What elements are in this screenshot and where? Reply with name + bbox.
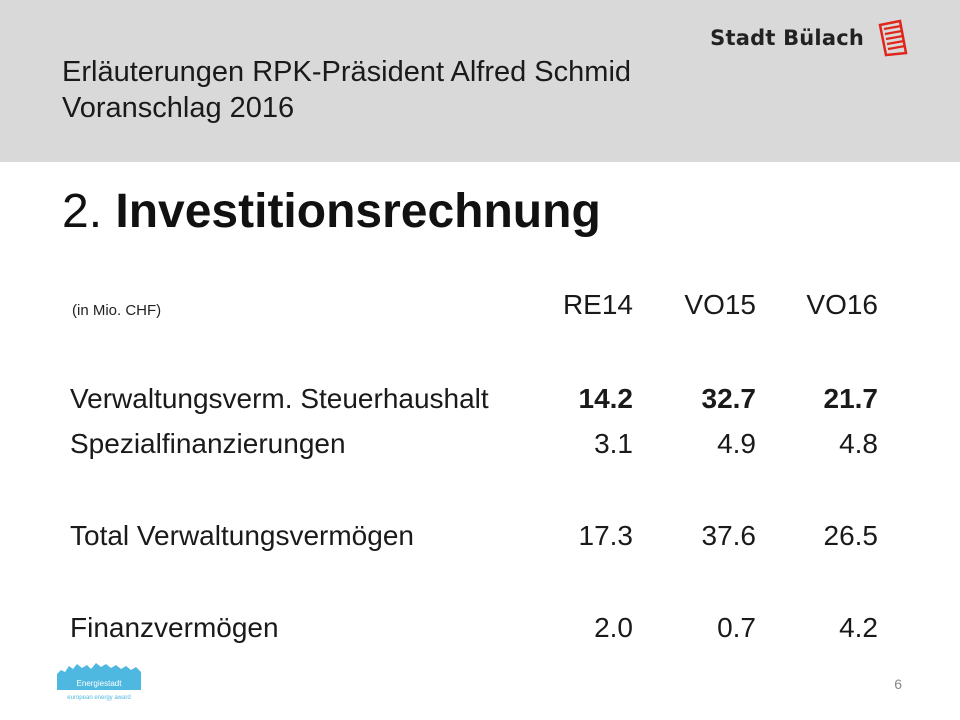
logo-subtext: european energy award xyxy=(67,695,130,701)
slide-title-number: 2. xyxy=(62,185,103,238)
cell-spezialfinanzierungen-re14: 3.1 xyxy=(594,428,633,459)
header-band xyxy=(0,0,960,162)
row-label-finanzvermoegen: Finanzvermögen xyxy=(70,612,279,643)
row-label-spezialfinanzierungen: Spezialfinanzierungen xyxy=(70,428,346,459)
header-title-line2: Voranschlag 2016 xyxy=(62,92,295,124)
cell-spezialfinanzierungen-vo16: 4.8 xyxy=(839,428,878,459)
row-label-total-verwaltungsvermoegen: Total Verwaltungsvermögen xyxy=(70,520,414,551)
cell-steuerhaushalt-re14: 14.2 xyxy=(578,383,634,414)
cell-spezialfinanzierungen-vo15: 4.9 xyxy=(717,428,756,459)
logo-text: Energiestadt xyxy=(77,679,123,688)
cell-total-re14: 17.3 xyxy=(578,520,634,551)
header-title: Erläuterungen RPK-Präsident Alfred Schmi… xyxy=(62,54,631,126)
column-header-vo15: VO15 xyxy=(684,289,756,320)
energiestadt-logo: Energiestadt european energy award xyxy=(57,663,141,701)
row-label-steuerhaushalt: Verwaltungsverm. Steuerhaushalt xyxy=(70,383,489,414)
cell-finanzvermoegen-vo15: 0.7 xyxy=(717,612,756,643)
brand: Stadt Bülach xyxy=(710,18,910,58)
slide-title: 2. Investitionsrechnung xyxy=(62,182,601,242)
unit-label: (in Mio. CHF) xyxy=(72,302,162,319)
column-header-vo16: VO16 xyxy=(806,289,878,320)
cell-total-vo15: 37.6 xyxy=(701,520,757,551)
cell-steuerhaushalt-vo15: 32.7 xyxy=(701,383,757,414)
cell-total-vo16: 26.5 xyxy=(823,520,879,551)
header-title-line1: Erläuterungen RPK-Präsident Alfred Schmi… xyxy=(62,56,632,88)
cell-steuerhaushalt-vo16: 21.7 xyxy=(823,383,879,414)
cell-finanzvermoegen-vo16: 4.2 xyxy=(839,612,878,643)
slide-title-text: Investitionsrechnung xyxy=(115,185,601,238)
cell-finanzvermoegen-re14: 2.0 xyxy=(594,612,633,643)
brand-name: Stadt Bülach xyxy=(710,26,864,50)
flag-logo-icon xyxy=(878,19,908,57)
column-header-re14: RE14 xyxy=(562,289,633,320)
page-number: 6 xyxy=(894,676,902,692)
